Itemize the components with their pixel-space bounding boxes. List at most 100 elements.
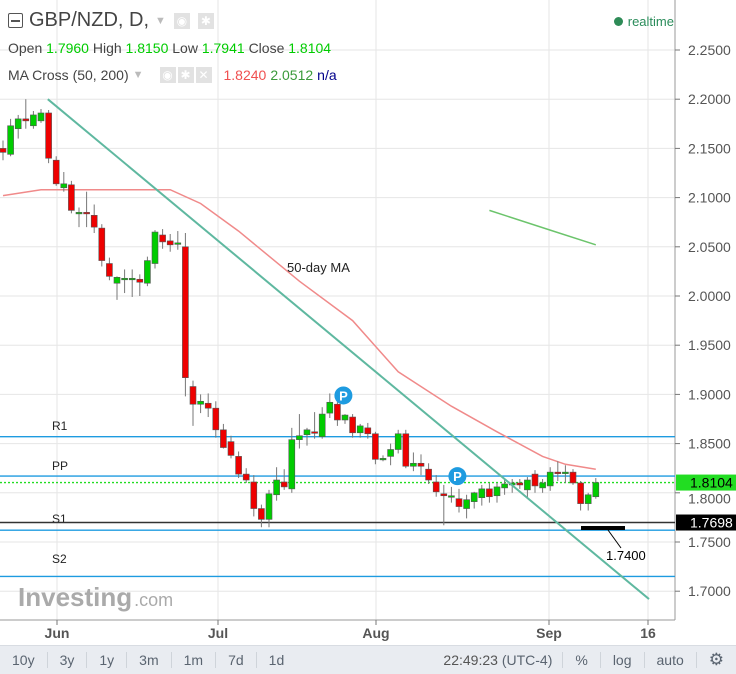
chevron-down-icon[interactable]: ▼ [132,68,144,81]
candle-body [356,425,364,434]
time-tick-label: Aug [362,625,389,641]
gear-icon[interactable]: ✱ [177,67,194,83]
candle-body [265,493,273,520]
log-toggle[interactable]: log [601,652,645,668]
candle [60,172,68,192]
time-tick-label: 16 [640,625,656,641]
range-10y[interactable]: 10y [0,652,48,668]
candle-body [0,148,7,153]
symbol-title[interactable]: GBP/NZD, D, [29,9,150,31]
candle [592,478,600,499]
candle [516,479,524,489]
last-price-badge [676,474,736,491]
time-tick-label: Jul [208,625,228,641]
chevron-down-icon[interactable]: ▼ [155,14,166,27]
candle-body [128,277,136,281]
candle-body [144,260,151,284]
range-7d[interactable]: 7d [216,652,257,668]
candle [562,465,569,483]
candle [402,429,410,469]
candle-body [296,435,303,440]
candle-body [30,114,37,127]
price-tick-label: 2.2000 [688,91,731,107]
pivot-marker-label: P [339,388,348,403]
candle-body [326,401,334,414]
candle [349,414,356,438]
settings-gear-icon[interactable]: ⚙ [708,650,724,669]
high-label: High [92,40,122,56]
candle-body [60,183,68,189]
pivot-marker-icon [334,386,353,405]
candle-body [242,473,250,481]
candle [470,491,478,509]
candle [341,414,349,424]
gear-icon[interactable]: ✱ [197,12,214,29]
open-value: 1.7960 [46,40,89,56]
candle [227,435,235,459]
candle-body [425,468,432,481]
candle [584,492,592,511]
indicator-name[interactable]: MA Cross (50, 200) [8,66,129,83]
candle-body [372,433,379,460]
candle-body [106,263,113,277]
candle [546,467,554,491]
candle-body [159,234,166,243]
candle [455,488,463,513]
target-leader-line [607,529,622,549]
target-level-bar [581,526,625,530]
candle-body [288,439,296,490]
candle [448,486,455,503]
price-chart[interactable]: 2.2500 2.2000 2.1500 2.1000 2.0500 2.0000 1.95… [0,0,736,645]
candle [486,482,493,503]
candle [113,276,121,300]
candle [410,452,417,472]
eye-icon[interactable]: ◉ [159,67,176,83]
candle-body [7,125,14,155]
candle-body [75,212,83,215]
candle [478,484,486,506]
candle-body [562,471,569,474]
clock-time: 22:49:23 [443,652,498,668]
range-1d[interactable]: 1d [268,652,285,668]
range-1m[interactable]: 1m [172,652,217,668]
candle-body [569,471,577,484]
candle-body [546,471,554,487]
candle [577,480,584,511]
percent-toggle[interactable]: % [563,652,601,668]
candle-body [151,231,159,264]
candle-body [22,118,30,122]
range-3m[interactable]: 3m [127,652,172,668]
ma50-value: 1.8240 [223,66,267,83]
range-1y[interactable]: 1y [87,652,128,668]
candle-body [37,112,45,122]
candle-body [455,498,463,507]
investing-logo: Investing [18,582,132,612]
collapse-icon[interactable] [8,13,23,28]
candle [265,489,273,528]
candle [182,233,189,397]
price-tick-label: 1.7500 [688,534,731,550]
candle-body [235,456,242,475]
candle-body [113,277,121,284]
candle [45,110,52,164]
auto-toggle[interactable]: auto [645,652,697,668]
candle [235,451,242,479]
candle-body [410,462,417,467]
candle [136,274,144,296]
support-price-badge [676,514,736,531]
candle-body [524,479,531,491]
price-tick-label: 1.9000 [688,386,731,402]
eye-icon[interactable]: ◉ [173,12,190,29]
price-tick-label: 2.1500 [688,140,731,156]
close-icon[interactable]: ✕ [195,67,212,83]
candle [90,204,98,234]
trendline [47,98,650,600]
candle [197,394,204,414]
candle [242,468,250,483]
candle [356,423,364,438]
candle [554,461,562,481]
range-3y[interactable]: 3y [48,652,88,668]
low-label: Low [172,40,198,56]
candle [379,455,387,462]
price-tick-label: 1.8500 [688,436,731,452]
